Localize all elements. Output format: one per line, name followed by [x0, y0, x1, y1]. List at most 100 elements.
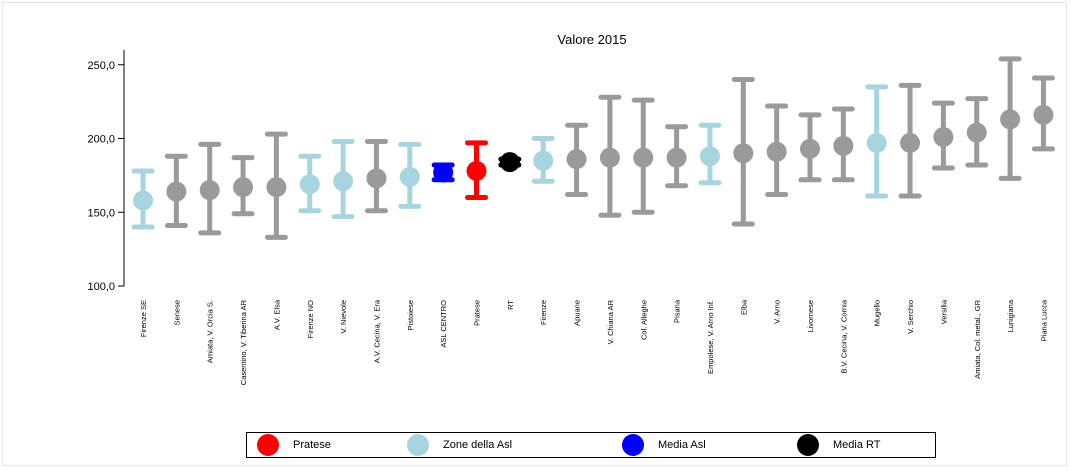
data-point-marker	[1000, 109, 1021, 130]
y-tick-label: 150,0	[87, 207, 115, 219]
category-label: Elba	[739, 299, 748, 315]
category-label: B.V. Cecina, V. Cornia	[839, 299, 848, 373]
error-bar-point	[698, 122, 722, 186]
data-point-marker	[900, 132, 921, 153]
data-point-marker	[833, 135, 854, 156]
category-label: Col. Alleghe	[639, 300, 648, 340]
data-point-marker	[866, 132, 887, 153]
legend-item-zone: Zone della Asl	[407, 433, 512, 457]
error-bar-point	[164, 153, 188, 229]
legend-label-zone: Zone della Asl	[443, 439, 513, 451]
category-label: Piana Lucca	[1039, 299, 1048, 341]
data-point-marker	[299, 174, 320, 195]
data-point-marker	[166, 181, 187, 202]
data-point-marker	[766, 141, 787, 162]
data-point-marker	[333, 171, 354, 192]
category-label: V. Arno	[773, 300, 782, 324]
chart-plot: Valore 2015 100,0 150,0 200,0 250,0 Firenze…	[87, 32, 1055, 385]
x-axis-category-labels: Firenze SE Senese Amiata, V. Orcia S. Casen…	[139, 299, 1048, 385]
legend-swatch-media-asl	[622, 434, 644, 456]
category-label: Mugello	[873, 300, 882, 326]
data-point-marker	[466, 160, 487, 181]
error-bar-point	[665, 124, 689, 189]
error-bar-point	[231, 155, 255, 217]
data-point-marker	[433, 162, 454, 183]
chart-marks	[131, 56, 1055, 240]
data-point-marker	[633, 147, 654, 168]
error-bar-point	[965, 96, 989, 168]
data-point-marker	[399, 166, 420, 187]
error-bar-point	[998, 56, 1022, 181]
category-label: Firenze	[539, 300, 548, 325]
error-bar-point	[565, 122, 589, 198]
y-tick-label: 200,0	[87, 134, 115, 146]
legend-label-media-asl: Media Asl	[658, 439, 706, 451]
error-bar-point	[631, 97, 655, 215]
data-point-marker	[266, 177, 287, 198]
legend-item-pratese: Pratese	[257, 433, 331, 457]
data-point-marker	[233, 177, 254, 198]
data-point-marker	[499, 152, 520, 173]
error-bar-point	[1031, 75, 1055, 152]
category-label: Pratese	[473, 300, 482, 326]
data-point-marker	[366, 168, 387, 189]
category-label: Casentino, V. Tiberina AR	[239, 299, 248, 385]
error-bar-point	[798, 112, 822, 183]
category-label: A.V. Cecina, V. Era	[372, 299, 381, 363]
error-bar-point	[931, 100, 955, 171]
legend-item-media-rt: Media RT	[797, 433, 880, 457]
data-point-marker	[699, 146, 720, 167]
y-tick-label: 100,0	[87, 281, 115, 293]
category-label: Amiata, Col. metal., GR	[973, 299, 982, 378]
category-label: Firenze NO	[306, 300, 315, 339]
error-bar-point	[898, 82, 922, 199]
category-label: ASL CENTRO	[439, 300, 448, 348]
data-point-marker	[1033, 104, 1054, 125]
chart-legend: Pratese Zone della Asl Media Asl Media R…	[246, 432, 936, 458]
category-label: Livornese	[806, 300, 815, 333]
category-label: Firenze SE	[139, 300, 148, 337]
data-point-marker	[966, 122, 987, 143]
legend-swatch-zone	[407, 434, 429, 456]
error-bar-point	[364, 138, 388, 214]
error-bar-point	[398, 141, 422, 209]
category-label: RT	[506, 300, 515, 310]
error-bar-point	[331, 138, 355, 220]
error-bar-point	[598, 94, 622, 218]
error-bar-point	[531, 136, 555, 184]
data-point-marker	[199, 180, 220, 201]
error-bar-point	[831, 106, 855, 183]
error-bar-point	[198, 141, 222, 236]
chart-title: Valore 2015	[557, 32, 626, 47]
y-axis-ticks: 100,0 150,0 200,0 250,0	[87, 60, 124, 293]
category-label: Lunigiana	[1006, 299, 1015, 332]
category-label: Versilia	[939, 299, 948, 324]
legend-item-media-asl: Media Asl	[622, 433, 706, 457]
category-label: Amiata, V. Orcia S.	[206, 300, 215, 363]
data-point-marker	[733, 143, 754, 164]
category-label: A.V. Elsa	[272, 299, 281, 330]
category-label: Pistoiese	[406, 300, 415, 330]
data-point-marker	[533, 150, 554, 171]
error-bar-point	[264, 131, 288, 240]
category-label: V. Nievole	[339, 300, 348, 334]
data-point-marker	[800, 138, 820, 159]
error-bar-point	[731, 77, 755, 227]
data-point-marker	[133, 190, 153, 211]
category-label: V. Serchio	[906, 300, 915, 334]
category-label: Senese	[172, 300, 181, 325]
legend-swatch-media-rt	[797, 434, 819, 456]
data-point-marker	[666, 147, 687, 168]
category-label: V. Chiana AR	[606, 299, 615, 344]
error-bar-point	[131, 168, 155, 230]
category-label: Apuane	[573, 300, 582, 326]
data-point-marker	[566, 149, 587, 170]
error-bar-point	[765, 103, 789, 198]
error-bar-point	[865, 84, 889, 199]
legend-label-pratese: Pratese	[293, 439, 331, 451]
category-label: Pisana	[673, 299, 682, 323]
error-bar-point	[431, 162, 455, 183]
legend-swatch-pratese	[257, 434, 279, 456]
data-point-marker	[933, 127, 954, 148]
